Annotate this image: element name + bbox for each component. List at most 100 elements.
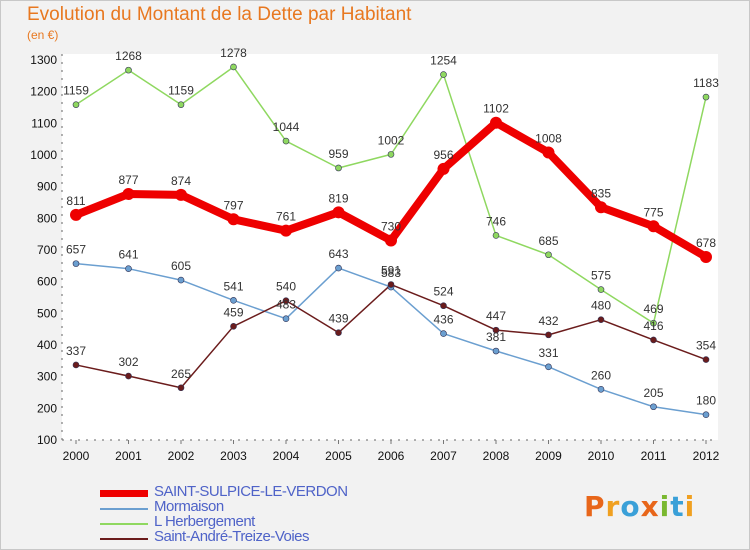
- data-label-saint-sulpice-le-verdon: 874: [171, 174, 191, 188]
- y-tick-label: 400: [37, 338, 57, 352]
- legend-swatch: [100, 523, 148, 525]
- data-point-l-herbergement: [702, 93, 710, 101]
- data-point-l-herbergement: [387, 151, 395, 158]
- x-tick-label: 2010: [588, 449, 615, 463]
- data-point-saint-andr-treize-voies: [597, 316, 605, 323]
- data-point-l-herbergement: [597, 286, 605, 293]
- data-point-l-herbergement: [282, 137, 290, 145]
- data-point-l-herbergement: [440, 71, 447, 78]
- data-point-saint-sulpice-le-verdon: [227, 213, 240, 226]
- data-point-mormaison: [335, 264, 342, 272]
- data-point-l-herbergement: [492, 232, 500, 239]
- data-point-saint-sulpice-le-verdon: [175, 188, 187, 201]
- data-label-saint-sulpice-le-verdon: 678: [696, 236, 716, 250]
- data-point-mormaison: [492, 347, 500, 355]
- data-label-saint-andr-treize-voies: 265: [171, 367, 191, 381]
- unit-label: (en €): [27, 28, 59, 42]
- y-tick-label: 1000: [30, 148, 57, 162]
- data-labels: 657 641 605 541 483 643 583 436 381 331 260 205 180 1…: [63, 46, 719, 408]
- data-point-saint-andr-treize-voies: [230, 323, 237, 330]
- data-point-l-herbergement: [650, 319, 657, 327]
- series-points: [70, 63, 712, 418]
- x-tick-label: 2011: [641, 449, 667, 463]
- proxiti-logo: Proxiti: [584, 490, 695, 523]
- data-label-l-herbergement: 1159: [168, 84, 194, 98]
- data-point-saint-andr-treize-voies: [545, 331, 552, 339]
- data-label-saint-sulpice-le-verdon: 956: [433, 148, 453, 162]
- data-point-mormaison: [125, 265, 132, 272]
- data-point-saint-andr-treize-voies: [650, 336, 657, 344]
- data-label-mormaison: 205: [643, 386, 663, 400]
- x-tick-label: 2009: [535, 449, 562, 463]
- data-label-saint-sulpice-le-verdon: 761: [276, 210, 296, 224]
- data-point-mormaison: [282, 315, 290, 323]
- logo-letter: i: [659, 490, 671, 523]
- data-point-saint-sulpice-le-verdon: [595, 201, 607, 214]
- data-label-saint-andr-treize-voies: 302: [118, 355, 138, 369]
- data-point-mormaison: [72, 260, 80, 267]
- data-point-saint-sulpice-le-verdon: [332, 206, 345, 219]
- y-tick-label: 1300: [30, 53, 57, 67]
- data-label-saint-sulpice-le-verdon: 835: [591, 186, 611, 200]
- x-tick-label: 2002: [168, 449, 195, 463]
- legend-label: L Herbergement: [154, 513, 255, 530]
- data-point-saint-sulpice-le-verdon: [542, 146, 555, 159]
- data-point-mormaison: [177, 276, 185, 284]
- y-tick-label: 700: [37, 243, 57, 257]
- data-point-saint-sulpice-le-verdon: [437, 162, 450, 175]
- data-label-saint-sulpice-le-verdon: 1008: [535, 131, 562, 145]
- data-label-saint-andr-treize-voies: 524: [433, 285, 453, 299]
- data-point-mormaison: [545, 363, 552, 371]
- data-label-saint-sulpice-le-verdon: 819: [328, 191, 348, 205]
- data-point-l-herbergement: [335, 164, 342, 172]
- data-label-mormaison: 541: [223, 279, 243, 293]
- data-label-saint-andr-treize-voies: 439: [328, 312, 348, 326]
- data-point-mormaison: [650, 403, 657, 411]
- legend-swatch: [100, 508, 148, 510]
- logo-letter: r: [605, 490, 621, 523]
- x-tick-label: 2012: [693, 449, 720, 463]
- data-point-l-herbergement: [125, 66, 132, 74]
- data-point-saint-sulpice-le-verdon: [490, 116, 502, 129]
- data-label-l-herbergement: 1278: [220, 46, 247, 60]
- data-label-mormaison: 483: [276, 298, 296, 312]
- logo-letter: o: [620, 490, 641, 523]
- data-label-l-herbergement: 469: [643, 302, 663, 316]
- data-point-saint-sulpice-le-verdon: [122, 187, 135, 200]
- data-label-saint-andr-treize-voies: 354: [696, 339, 716, 353]
- data-label-mormaison: 260: [591, 368, 611, 382]
- x-tick-label: 2005: [325, 449, 352, 463]
- plot-area: [62, 54, 718, 440]
- logo-letter: t: [670, 490, 685, 523]
- y-axis-ticks: 100 200 300 400 500 600 700 800 900 1000 1100 1200 1…: [30, 53, 57, 447]
- data-label-saint-andr-treize-voies: 337: [66, 344, 86, 358]
- legend-label: Saint-André-Treize-Voies: [154, 528, 310, 545]
- data-label-saint-andr-treize-voies: 447: [486, 309, 506, 323]
- x-tick-label: 2000: [63, 449, 90, 463]
- y-tick-label: 800: [37, 211, 57, 225]
- data-point-saint-sulpice-le-verdon: [280, 224, 292, 237]
- legend-label: Mormaison: [154, 498, 224, 515]
- data-point-saint-andr-treize-voies: [72, 361, 80, 369]
- data-label-l-herbergement: 1002: [378, 133, 405, 147]
- legend-label: SAINT-SULPICE-LE-VERDON: [154, 483, 348, 500]
- data-point-saint-sulpice-le-verdon: [385, 234, 397, 247]
- y-tick-label: 200: [37, 401, 57, 415]
- logo-letter: x: [640, 490, 660, 523]
- data-label-saint-sulpice-le-verdon: 877: [118, 173, 138, 187]
- data-label-l-herbergement: 1159: [63, 84, 89, 98]
- x-tick-label: 2006: [378, 449, 405, 463]
- chart-title: Evolution du Montant de la Dette par Hab…: [27, 4, 412, 25]
- data-label-saint-andr-treize-voies: 459: [223, 305, 243, 319]
- data-point-saint-andr-treize-voies: [440, 302, 447, 310]
- data-label-mormaison: 641: [118, 248, 138, 262]
- data-point-mormaison: [230, 297, 237, 304]
- data-label-l-herbergement: 1183: [693, 76, 719, 90]
- y-tick-label: 600: [37, 275, 57, 289]
- y-tick-label: 900: [37, 180, 57, 194]
- data-label-saint-andr-treize-voies: 416: [643, 319, 663, 333]
- data-point-l-herbergement: [177, 101, 185, 108]
- y-tick-label: 1200: [30, 85, 57, 99]
- data-label-mormaison: 381: [486, 330, 506, 344]
- data-point-l-herbergement: [545, 251, 552, 259]
